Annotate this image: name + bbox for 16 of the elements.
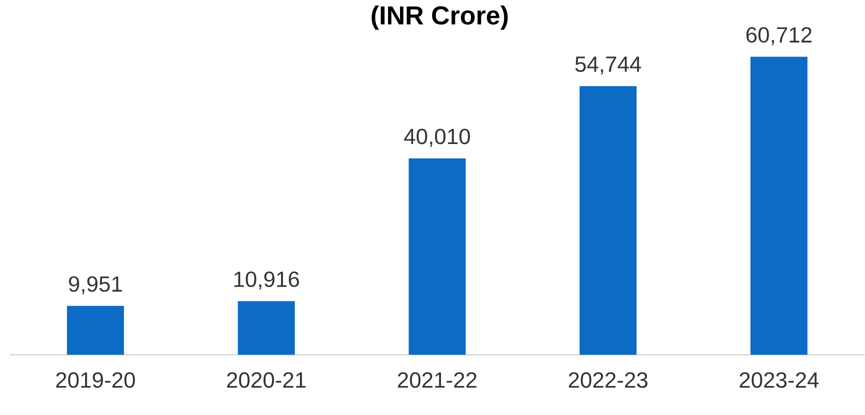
bar [408, 158, 466, 355]
bar [66, 306, 124, 355]
bar [580, 86, 637, 355]
x-tick-label: 2022-23 [568, 372, 648, 388]
bar [238, 301, 295, 355]
x-tick-label: 2023-24 [740, 372, 819, 388]
x-tick-label: 2021-22 [398, 372, 476, 388]
chart-title: (INR Crore) [372, 6, 508, 30]
x-tick-label: 2020-21 [227, 372, 306, 388]
x-tick-label: 2019-20 [56, 372, 135, 388]
data-label: 54,744 [575, 56, 642, 75]
data-label: 10,916 [234, 272, 299, 290]
data-label: 9,951 [68, 276, 122, 295]
data-label: 40,010 [404, 128, 470, 147]
bar [750, 56, 808, 355]
data-label: 60,712 [746, 27, 812, 46]
